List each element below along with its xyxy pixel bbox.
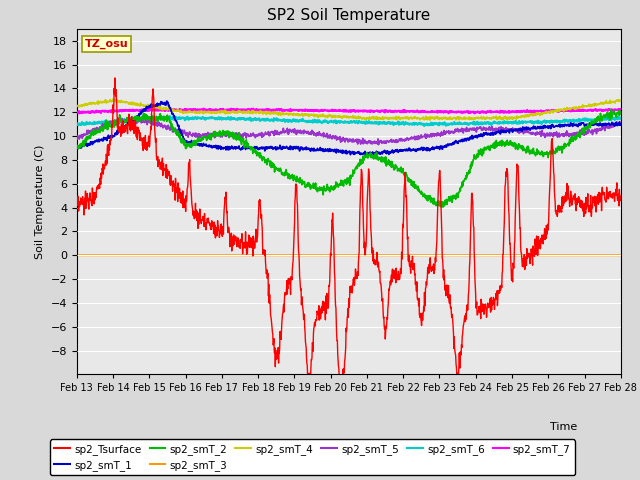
sp2_smT_4 (383, 116, 390, 121)
sp2_smT_7 (115, 108, 123, 114)
sp2_smT_1 (73, 145, 81, 151)
sp2_smT_2 (607, 107, 615, 112)
sp2_smT_4 (138, 102, 145, 108)
sp2_smT_4 (617, 97, 625, 103)
sp2_smT_2 (383, 163, 390, 169)
sp2_smT_3 (137, 252, 145, 258)
sp2_smT_2 (115, 121, 123, 127)
Line: sp2_Tsurface: sp2_Tsurface (77, 78, 621, 394)
Text: TZ_osu: TZ_osu (85, 39, 129, 49)
sp2_smT_7 (305, 108, 312, 113)
sp2_smT_7 (326, 108, 333, 114)
sp2_smT_4 (325, 113, 333, 119)
sp2_Tsurface (316, 317, 323, 323)
Line: sp2_smT_7: sp2_smT_7 (77, 108, 621, 114)
sp2_smT_2 (325, 185, 333, 191)
Y-axis label: Soil Temperature (C): Soil Temperature (C) (35, 144, 45, 259)
sp2_smT_4 (426, 117, 434, 123)
sp2_smT_4 (73, 103, 81, 108)
sp2_Tsurface (325, 283, 333, 288)
sp2_smT_5 (617, 120, 625, 126)
sp2_smT_6 (420, 123, 428, 129)
sp2_smT_5 (383, 138, 391, 144)
sp2_smT_1 (617, 121, 625, 127)
sp2_smT_2 (617, 111, 625, 117)
Legend: sp2_Tsurface, sp2_smT_1, sp2_smT_2, sp2_smT_3, sp2_smT_4, sp2_smT_5, sp2_smT_6, : sp2_Tsurface, sp2_smT_1, sp2_smT_2, sp2_… (50, 439, 575, 475)
sp2_Tsurface (73, 196, 81, 202)
sp2_smT_1 (304, 145, 312, 151)
sp2_smT_4 (316, 113, 323, 119)
sp2_Tsurface (304, 371, 312, 377)
sp2_smT_3 (325, 252, 333, 258)
sp2_Tsurface (115, 129, 123, 135)
sp2_smT_7 (138, 108, 145, 114)
sp2_smT_6 (115, 119, 123, 124)
sp2_smT_5 (304, 129, 312, 134)
sp2_smT_1 (363, 152, 371, 158)
sp2_smT_7 (316, 108, 323, 114)
sp2_smT_2 (73, 142, 81, 148)
sp2_smT_6 (166, 113, 173, 119)
sp2_smT_2 (304, 180, 312, 186)
sp2_smT_3 (115, 252, 123, 258)
sp2_smT_7 (73, 108, 81, 114)
Line: sp2_smT_4: sp2_smT_4 (77, 99, 621, 120)
sp2_smT_5 (316, 129, 323, 135)
sp2_smT_2 (315, 186, 323, 192)
Title: SP2 Soil Temperature: SP2 Soil Temperature (267, 9, 431, 24)
sp2_smT_3 (73, 252, 81, 258)
sp2_smT_3 (617, 252, 625, 258)
sp2_smT_7 (200, 106, 207, 111)
sp2_smT_1 (325, 146, 333, 152)
sp2_smT_6 (304, 119, 312, 124)
sp2_smT_6 (325, 119, 333, 125)
sp2_smT_4 (115, 99, 123, 105)
sp2_smT_6 (316, 117, 323, 123)
sp2_smT_5 (115, 120, 123, 126)
sp2_Tsurface (383, 314, 391, 320)
sp2_smT_5 (73, 133, 81, 139)
Line: sp2_smT_6: sp2_smT_6 (77, 116, 621, 126)
sp2_smT_5 (138, 120, 145, 126)
sp2_smT_3 (315, 252, 323, 258)
sp2_smT_1 (137, 110, 145, 116)
sp2_smT_1 (316, 147, 323, 153)
sp2_smT_5 (325, 135, 333, 141)
sp2_smT_2 (439, 204, 447, 210)
sp2_smT_1 (163, 98, 171, 104)
sp2_smT_6 (137, 116, 145, 122)
sp2_smT_3 (383, 252, 390, 258)
sp2_smT_5 (127, 115, 134, 121)
sp2_Tsurface (111, 75, 119, 81)
sp2_Tsurface (138, 137, 145, 143)
sp2_smT_1 (115, 128, 123, 134)
sp2_Tsurface (339, 391, 346, 396)
Text: Time: Time (550, 422, 577, 432)
sp2_Tsurface (617, 193, 625, 199)
sp2_smT_4 (109, 96, 117, 102)
sp2_smT_6 (73, 121, 81, 127)
Line: sp2_smT_1: sp2_smT_1 (77, 101, 621, 155)
sp2_smT_7 (383, 108, 391, 114)
sp2_smT_5 (374, 142, 382, 147)
sp2_smT_6 (617, 115, 625, 120)
sp2_smT_7 (75, 111, 83, 117)
Line: sp2_smT_2: sp2_smT_2 (77, 109, 621, 207)
sp2_smT_7 (617, 107, 625, 112)
sp2_smT_6 (383, 121, 390, 127)
sp2_smT_4 (304, 112, 312, 118)
sp2_smT_1 (383, 148, 391, 154)
sp2_smT_3 (304, 252, 312, 258)
sp2_smT_2 (137, 114, 145, 120)
Line: sp2_smT_5: sp2_smT_5 (77, 118, 621, 144)
